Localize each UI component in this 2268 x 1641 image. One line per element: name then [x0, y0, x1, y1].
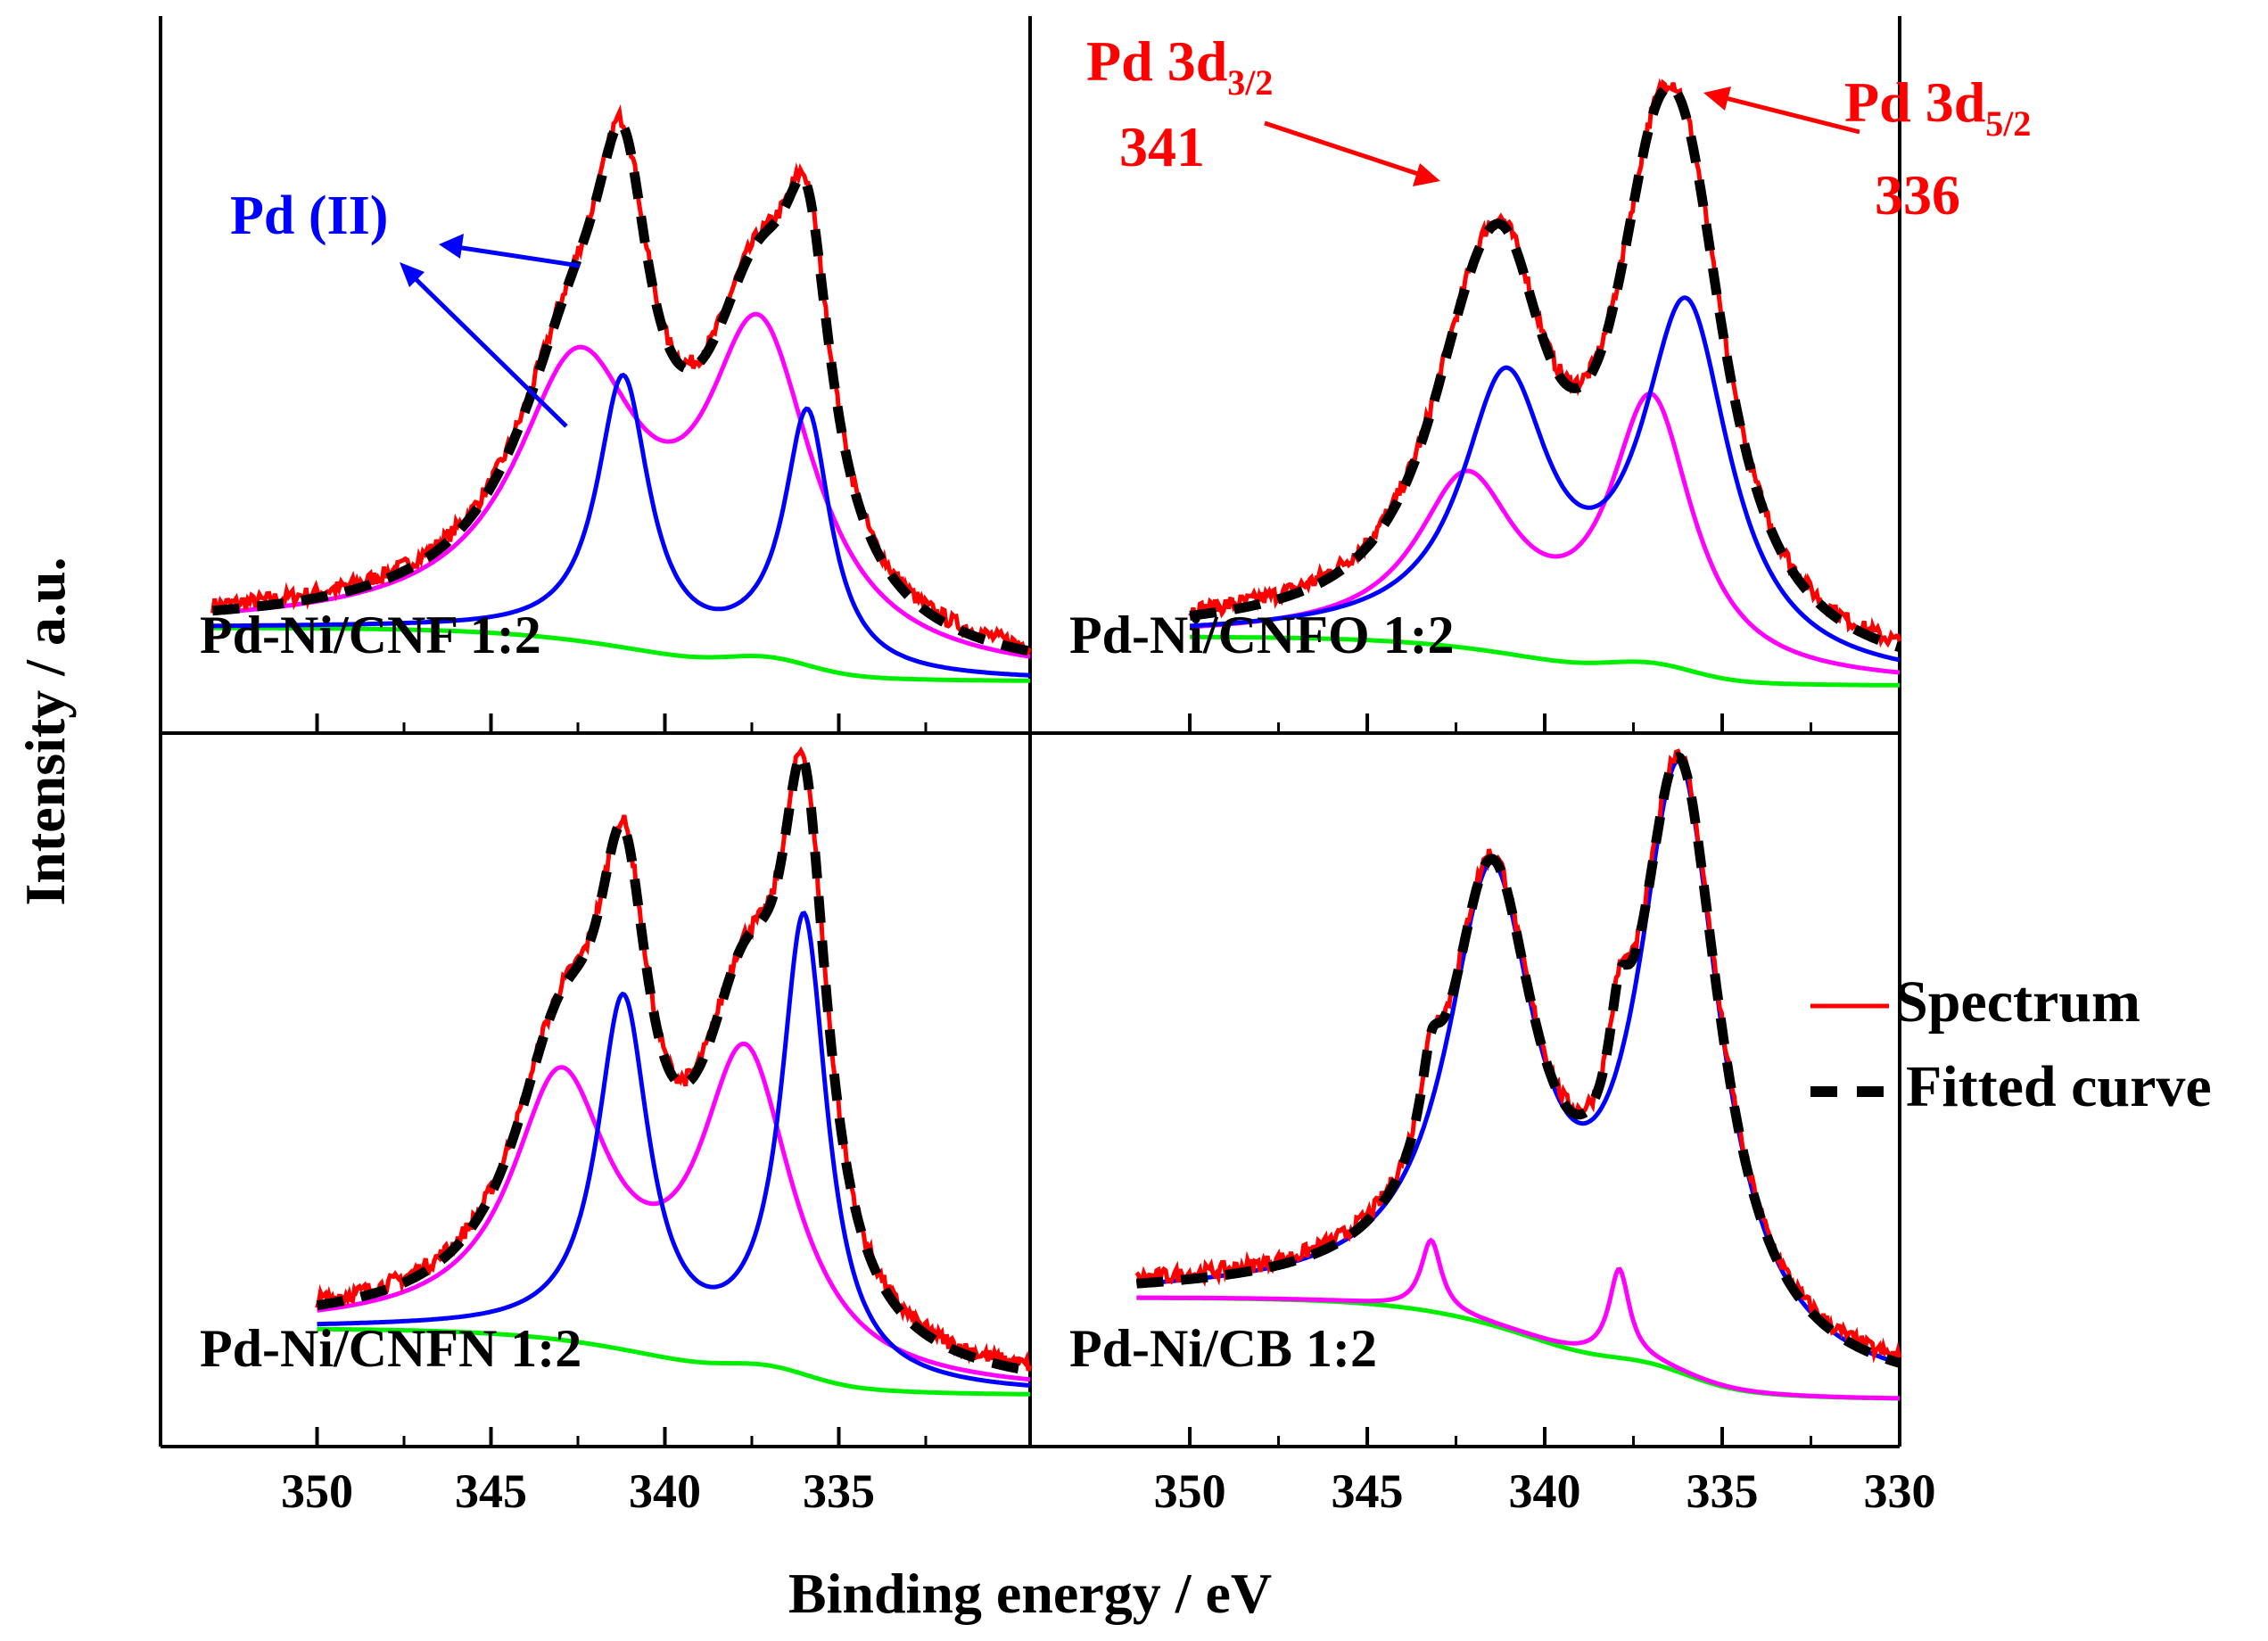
- pd-3d52-subscript: 5/2: [1985, 103, 2031, 144]
- pd-3d52-arrowhead: [1703, 87, 1731, 111]
- pd-ii-label: Pd (II): [230, 186, 388, 246]
- pd-3d52-value: 336: [1875, 163, 1960, 227]
- x-tick-label-right: 340: [1509, 1464, 1581, 1518]
- pd-3d52-label: Pd 3d5/2: [1844, 70, 2031, 144]
- legend-label-fitted: Fitted curve: [1906, 1054, 2212, 1119]
- pd-ii-arrow-2: [407, 270, 568, 428]
- x-tick-label-right: 345: [1332, 1464, 1404, 1518]
- background-curve: [212, 625, 1030, 683]
- panel-top-right: Pd-Ni/CNFO 1:2: [1069, 78, 1902, 688]
- pd2-component-curve: [1136, 1237, 1900, 1401]
- pd-3d32-prefix: Pd 3d: [1086, 29, 1227, 93]
- fitted-curve: [212, 118, 1031, 656]
- panel-label: Pd-Ni/CB 1:2: [1069, 1319, 1377, 1378]
- pd0-component-curve: [1189, 295, 1901, 663]
- panel-label: Pd-Ni/CNF 1:2: [200, 606, 541, 664]
- x-tick-label-left: 340: [629, 1464, 701, 1518]
- spectra-panels: Pd-Ni/CNF 1:2 Pd-Ni/CNFO 1:2 Pd-Ni/CNFN 1:…: [200, 78, 1902, 1401]
- pd0-component-curve: [212, 372, 1031, 678]
- x-axis-title: Binding energy / eV: [788, 1562, 1272, 1625]
- figure-frame: [159, 16, 1901, 1448]
- pd-ii-arrowhead-2: [400, 262, 425, 287]
- pd-3d32-label: Pd 3d3/2: [1086, 29, 1273, 103]
- x-tick-label-right: 330: [1864, 1464, 1936, 1518]
- panel-label: Pd-Ni/CNFO 1:2: [1069, 606, 1455, 664]
- fitted-curve: [316, 749, 1031, 1376]
- x-tick-label-left: 345: [455, 1464, 527, 1518]
- panel-bottom-right: Pd-Ni/CB 1:2: [1069, 748, 1902, 1401]
- pd-3d52-arrow: [1725, 95, 1860, 135]
- pd-3d32-arrow: [1264, 120, 1419, 177]
- x-tick-label-left: 350: [281, 1464, 353, 1518]
- pd0-component-curve: [317, 911, 1031, 1388]
- pd-3d-annotation: Pd 3d3/2 341 Pd 3d5/2 336: [1086, 29, 2031, 227]
- y-axis-title: Intensity / a.u.: [13, 557, 77, 905]
- pd-ii-annotation: Pd (II): [230, 186, 581, 428]
- legend: Spectrum Fitted curve: [1810, 969, 2212, 1119]
- pd-ii-arrowhead-1: [439, 234, 464, 259]
- panel-label: Pd-Ni/CNFN 1:2: [200, 1319, 581, 1378]
- background-curve: [1190, 634, 1900, 688]
- fitted-curve: [1189, 81, 1901, 652]
- legend-label-spectrum: Spectrum: [1895, 969, 2140, 1035]
- panel-top-left: Pd-Ni/CNF 1:2: [200, 103, 1033, 683]
- background-curve: [317, 1326, 1030, 1397]
- pd-3d52-prefix: Pd 3d: [1844, 70, 1985, 134]
- x-tick-label-right: 350: [1154, 1464, 1226, 1518]
- x-axis-ticks: 350 345 340 335 350 345 340 335 330: [281, 713, 1936, 1518]
- fitted-curve: [1135, 751, 1901, 1368]
- pd2-component-curve: [317, 1041, 1031, 1382]
- panel-bottom-left: Pd-Ni/CNFN 1:2: [200, 746, 1033, 1397]
- spectrum-curve: [315, 746, 1033, 1372]
- pd-3d32-subscript: 3/2: [1227, 62, 1273, 103]
- pd-ii-arrow-1: [449, 243, 581, 268]
- spectrum-curve: [210, 103, 1033, 655]
- x-tick-label-left: 335: [803, 1464, 875, 1518]
- x-tick-label-right: 335: [1687, 1464, 1759, 1518]
- spectrum-curve: [1188, 78, 1902, 648]
- pd-3d32-arrowhead: [1413, 163, 1440, 186]
- pd-3d32-value: 341: [1119, 115, 1205, 178]
